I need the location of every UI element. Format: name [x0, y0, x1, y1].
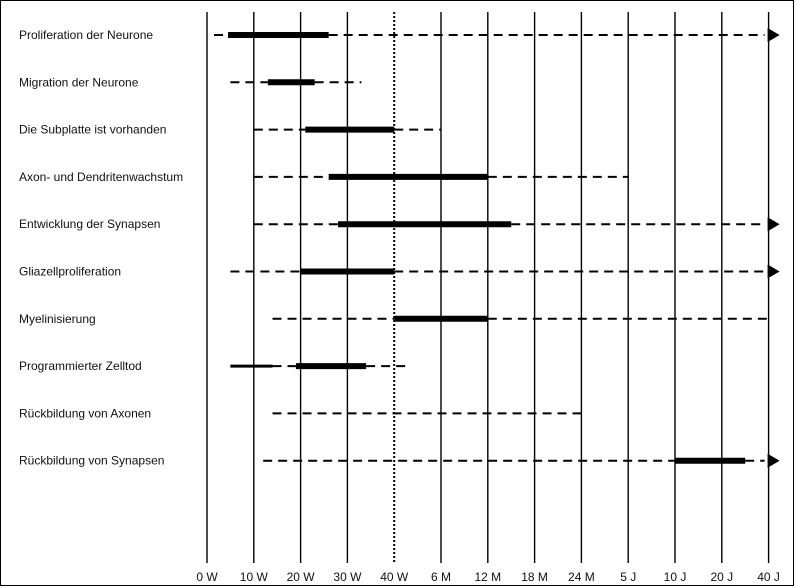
tick-label: 6 M — [431, 570, 451, 584]
arrow-head-icon — [767, 264, 780, 279]
tick-label: 0 W — [196, 570, 218, 584]
timeline-row: Myelinisierung — [19, 312, 769, 326]
timeline-rows: Proliferation der Neurone Migration der N… — [19, 28, 780, 468]
tick-label: 24 M — [568, 570, 595, 584]
row-label: Axon- und Dendritenwachstum — [19, 170, 183, 184]
tick-label: 20 W — [287, 570, 316, 584]
gridlines — [206, 12, 770, 563]
tick-label: 40 W — [380, 570, 409, 584]
row-label: Rückbildung von Synapsen — [19, 454, 164, 468]
tick-label: 10 W — [240, 570, 269, 584]
arrow-head-icon — [767, 28, 780, 42]
timeline-row: Migration der Neurone — [19, 75, 362, 89]
timeline-row: Rückbildung von Axonen — [19, 406, 582, 420]
row-label: Rückbildung von Axonen — [19, 406, 151, 420]
tick-label: 30 W — [333, 570, 362, 584]
timeline-row: Rückbildung von Synapsen — [19, 453, 780, 468]
tick-label: 12 M — [474, 570, 501, 584]
timeline-row: Entwicklung der Synapsen — [19, 217, 780, 232]
row-label: Gliazellproliferation — [19, 265, 121, 279]
tick-label: 40 J — [757, 570, 780, 584]
row-label: Entwicklung der Synapsen — [19, 217, 160, 231]
row-label: Myelinisierung — [19, 312, 96, 326]
timeline-row: Proliferation der Neurone — [19, 28, 780, 42]
arrow-head-icon — [767, 453, 780, 468]
row-label: Migration der Neurone — [19, 75, 139, 89]
timeline-row: Programmierter Zelltod — [19, 359, 409, 373]
tick-label: 20 J — [710, 570, 733, 584]
arrow-head-icon — [767, 217, 780, 232]
tick-label: 5 J — [620, 570, 636, 584]
axis-ticks: 0 W 10 W 20 W 30 W 40 W 6 M 12 M 18 M 24 M 5 J 10 … — [196, 570, 780, 584]
row-label: Die Subplatte ist vorhanden — [19, 123, 166, 137]
row-label: Programmierter Zelltod — [19, 359, 142, 373]
tick-label: 18 M — [521, 570, 548, 584]
timeline-row: Gliazellproliferation — [19, 264, 780, 279]
timeline-row: Die Subplatte ist vorhanden — [19, 123, 441, 137]
timeline-row: Axon- und Dendritenwachstum — [19, 170, 629, 184]
tick-label: 10 J — [664, 570, 687, 584]
row-label: Proliferation der Neurone — [19, 28, 153, 42]
